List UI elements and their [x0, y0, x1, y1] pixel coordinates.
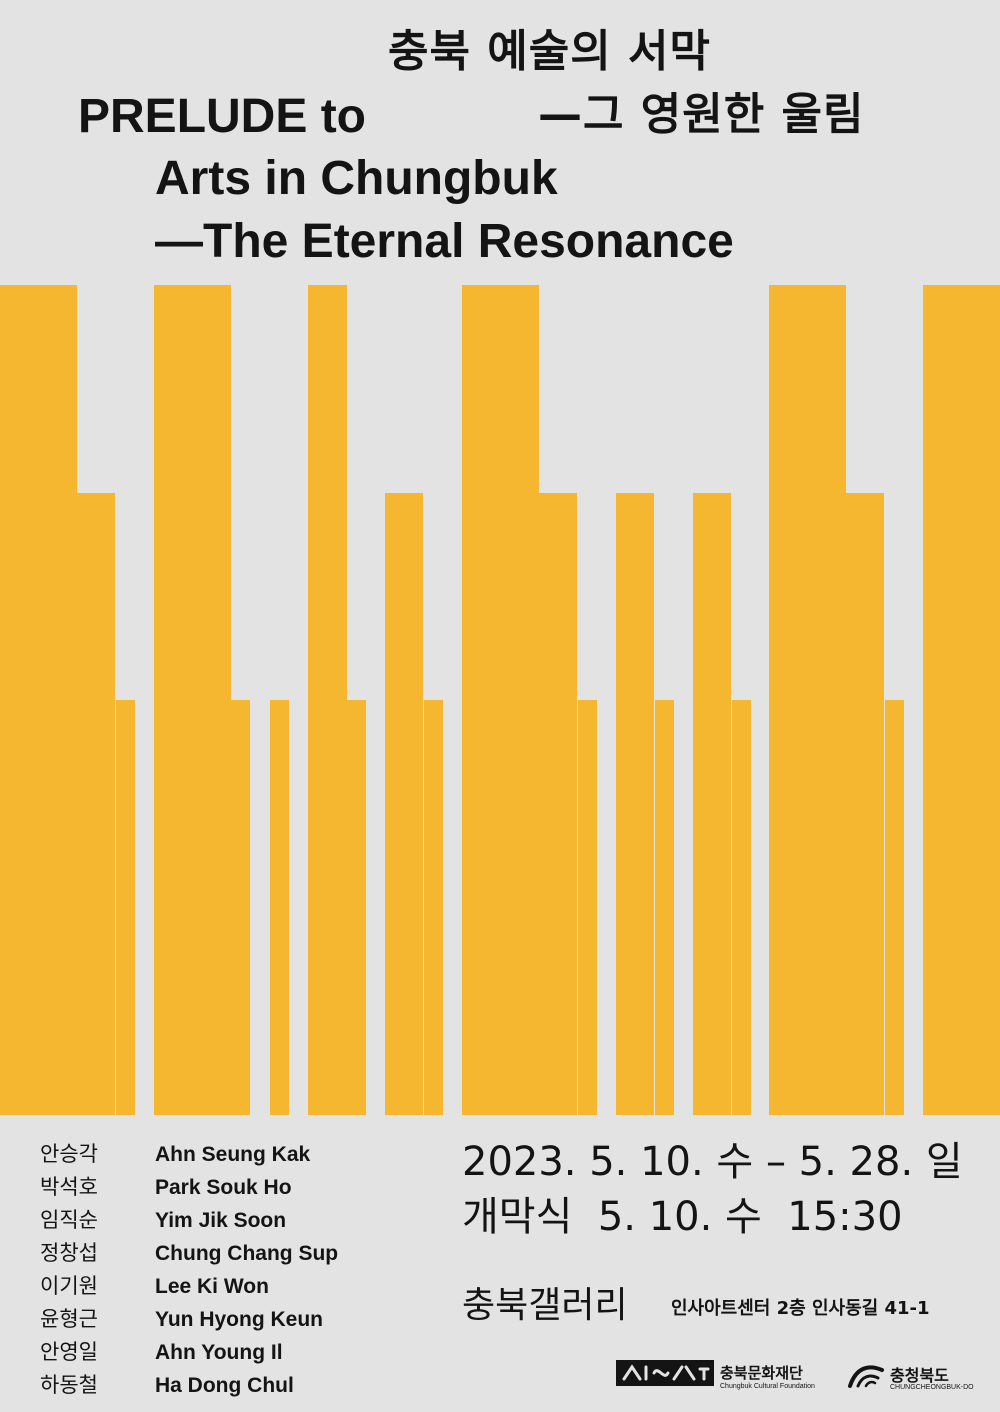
venue-name: 충북갤러리: [462, 1285, 628, 1326]
yellow-bar: [10, 908, 19, 1115]
exhibition-period: 2023. 5. 10. 수 – 5. 28. 일: [462, 1139, 963, 1185]
yellow-bar: [962, 700, 981, 1115]
artist-name-ko: 안영일: [40, 1340, 98, 1364]
province-name-en: CHUNGCHEONGBUK-DO: [890, 1384, 974, 1391]
artist-name-en: Lee Ki Won: [155, 1275, 269, 1298]
yellow-bar: [818, 908, 827, 1115]
artist-row: 하동철 Ha Dong Chul: [40, 1369, 338, 1402]
foundation-logo: [616, 1360, 714, 1390]
yellow-bar: [741, 908, 750, 1115]
yellow-bar: [164, 908, 173, 1115]
foundation-name-ko: 충북문화재단: [720, 1364, 803, 1382]
artist-name-en: Ahn Seung Kak: [155, 1143, 311, 1166]
opening-ceremony: 개막식 5. 10. 수 15:30: [462, 1194, 903, 1240]
title-english-line2: Arts in Chungbuk: [155, 152, 558, 205]
yellow-bar: [125, 908, 134, 1115]
yellow-bar: [587, 908, 596, 1115]
yellow-bar: [48, 908, 57, 1115]
artist-name-en: Ahn Young Il: [155, 1341, 283, 1364]
artist-row: 안영일 Ahn Young Il: [40, 1336, 338, 1369]
province-logo: [848, 1360, 886, 1394]
artist-name-en: Yun Hyong Keun: [155, 1308, 323, 1331]
title-english-line1: PRELUDE to: [78, 90, 366, 143]
title-korean-line2: —그 영원한 울림: [538, 89, 865, 140]
artist-row: 박석호 Park Souk Ho: [40, 1171, 338, 1204]
yellow-bar: [202, 908, 211, 1115]
yellow-bar: [77, 493, 115, 1115]
yellow-bar: [308, 285, 347, 1115]
yellow-bar: [241, 908, 250, 1115]
artist-name-ko: 박석호: [40, 1175, 98, 1199]
artist-name-ko: 정창섭: [40, 1241, 98, 1265]
artist-row: 이기원 Lee Ki Won: [40, 1270, 338, 1303]
artist-name-ko: 윤형근: [40, 1307, 98, 1331]
yellow-bar: [472, 908, 481, 1115]
artist-name-ko: 하동철: [40, 1373, 98, 1397]
artist-name-en: Park Souk Ho: [155, 1176, 292, 1199]
artist-name-ko: 임직순: [40, 1208, 98, 1232]
yellow-bar: [664, 908, 673, 1115]
yellow-bar: [395, 908, 404, 1115]
yellow-bar: [626, 908, 635, 1115]
yellow-bar: [356, 908, 365, 1115]
artist-name-en: Yim Jik Soon: [155, 1209, 287, 1232]
yellow-bar: [510, 908, 519, 1115]
yellow-bar: [433, 908, 442, 1115]
province-name-ko: 충청북도: [890, 1366, 949, 1385]
yellow-bar: [933, 908, 942, 1115]
artist-row: 윤형근 Yun Hyong Keun: [40, 1303, 338, 1336]
artist-list: 안승각 Ahn Seung Kak 박석호 Park Souk Ho 임직순 Yim …: [40, 1138, 338, 1402]
artist-name-ko: 이기원: [40, 1274, 98, 1298]
yellow-bar: [895, 908, 904, 1115]
yellow-bar: [779, 908, 788, 1115]
foundation-emblem-icon: [616, 1360, 714, 1386]
province-emblem-icon: [848, 1365, 884, 1388]
title-korean-line1: 충북 예술의 서막: [388, 26, 711, 77]
venue-address: 인사아트센터 2층 인사동길 41-1: [671, 1298, 930, 1319]
artist-row: 안승각 Ahn Seung Kak: [40, 1138, 338, 1171]
foundation-name-en: Chungbuk Cultural Foundation: [720, 1383, 815, 1390]
artist-name-en: Chung Chang Sup: [155, 1242, 339, 1265]
yellow-bar: [693, 493, 731, 1115]
artist-row: 임직순 Yim Jik Soon: [40, 1204, 338, 1237]
artist-row: 정창섭 Chung Chang Sup: [40, 1237, 338, 1270]
yellow-bar: [856, 908, 865, 1115]
yellow-bar: [539, 493, 577, 1115]
artist-name-ko: 안승각: [40, 1142, 98, 1166]
artist-name-en: Ha Dong Chul: [155, 1374, 294, 1397]
title-english-line3: —The Eternal Resonance: [155, 215, 734, 268]
yellow-bar: [279, 908, 288, 1115]
